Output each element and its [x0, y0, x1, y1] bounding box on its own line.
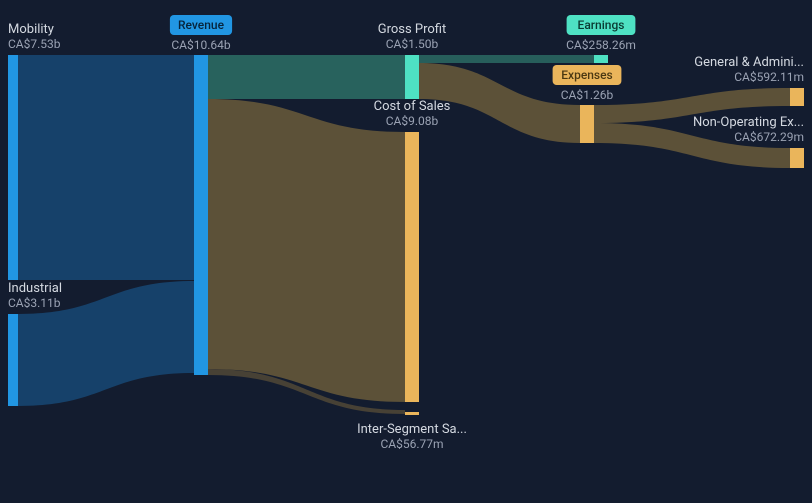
- node-value-revenue: CA$10.64b: [171, 38, 231, 52]
- sankey-node-earnings[interactable]: [594, 55, 608, 63]
- node-label-nonop: Non-Operating Ex...: [693, 115, 804, 130]
- node-label-intersegment: Inter-Segment Sa...: [357, 422, 467, 437]
- node-value-grossprofit: CA$1.50b: [386, 37, 439, 51]
- sankey-node-grossprofit[interactable]: [405, 55, 419, 99]
- sankey-node-intersegment[interactable]: [405, 412, 419, 415]
- node-label-grossprofit: Gross Profit: [378, 22, 447, 37]
- node-label-revenue: Revenue: [178, 18, 225, 32]
- node-value-earnings: CA$258.26m: [566, 38, 636, 52]
- node-label-earnings: Earnings: [578, 18, 625, 32]
- node-label-genadmin: General & Admini...: [694, 55, 804, 70]
- node-value-costofsales: CA$9.08b: [386, 114, 439, 128]
- sankey-node-expenses[interactable]: [580, 105, 594, 143]
- sankey-node-nonop[interactable]: [790, 148, 804, 168]
- node-label-mobility: Mobility: [8, 22, 54, 37]
- node-value-industrial: CA$3.11b: [8, 296, 61, 310]
- sankey-link: [208, 99, 405, 402]
- sankey-node-genadmin[interactable]: [790, 88, 804, 106]
- sankey-link: [419, 55, 594, 63]
- node-label-industrial: Industrial: [8, 281, 62, 296]
- sankey-node-mobility[interactable]: [8, 55, 18, 280]
- sankey-link: [208, 55, 405, 99]
- node-label-costofsales: Cost of Sales: [374, 99, 451, 114]
- node-value-nonop: CA$672.29m: [734, 130, 804, 144]
- sankey-node-revenue[interactable]: [194, 55, 208, 375]
- sankey-chart: MobilityCA$7.53b IndustrialCA$3.11b Revenu…: [0, 0, 812, 503]
- node-label-expenses: Expenses: [561, 68, 612, 82]
- sankey-node-industrial[interactable]: [8, 314, 18, 406]
- node-value-mobility: CA$7.53b: [8, 37, 61, 51]
- node-value-genadmin: CA$592.11m: [734, 70, 804, 84]
- sankey-node-costofsales[interactable]: [405, 132, 419, 402]
- node-value-expenses: CA$1.26b: [561, 88, 614, 102]
- node-value-intersegment: CA$56.77m: [380, 437, 443, 451]
- sankey-link: [18, 55, 194, 280]
